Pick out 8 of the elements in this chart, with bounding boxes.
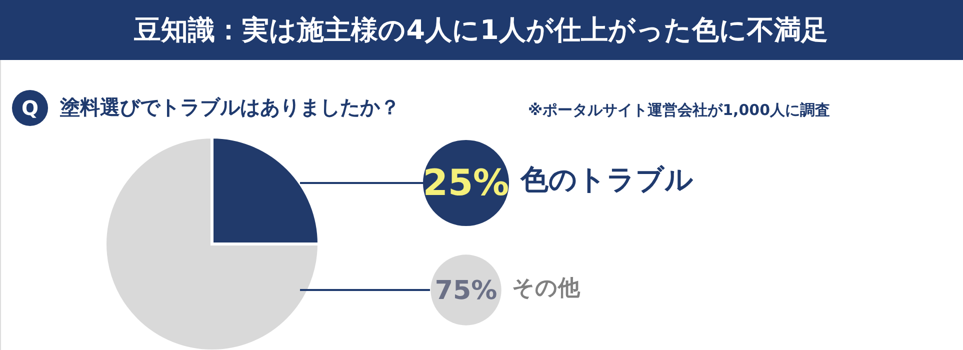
text: ※ポータルサイト運営会社が1,000人に調査 — [528, 101, 830, 119]
chart-subtitle: 塗料選びでトラブルはありましたか？ — [59, 95, 400, 119]
slice-label: その他 — [512, 276, 581, 301]
chart-title: 豆知識：実は施主様の4人に1人が仕上がった色に不満足 — [133, 15, 828, 46]
data-label: 25% — [422, 163, 510, 204]
text: Q — [21, 96, 39, 120]
slice-label: 色のトラブル — [520, 163, 694, 196]
data-label: 75% — [434, 276, 498, 306]
